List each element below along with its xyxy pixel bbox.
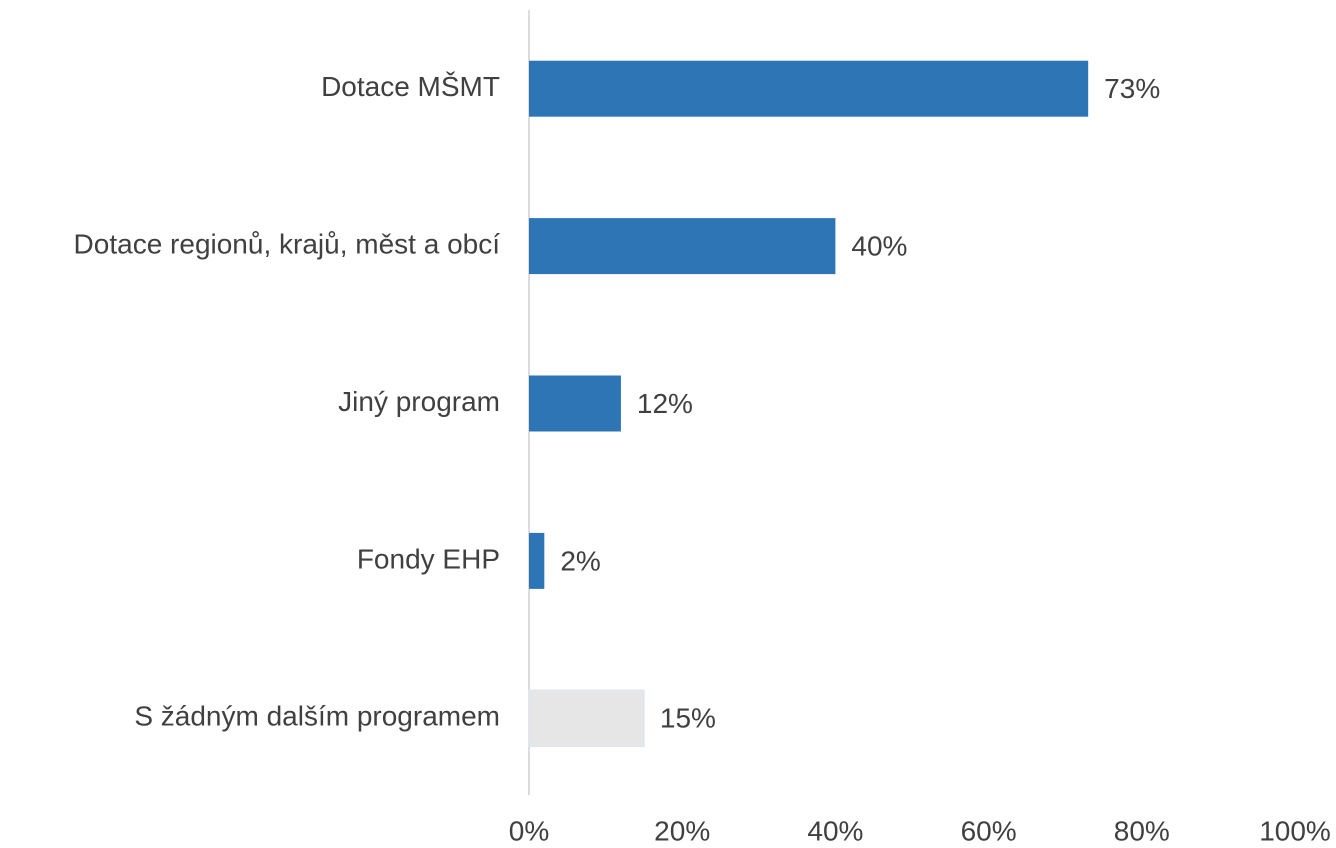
bar (529, 375, 621, 432)
x-tick-label: 80% (1114, 815, 1170, 846)
y-tick-label: Dotace regionů, krajů, měst a obcí (74, 228, 501, 259)
data-label: 2% (560, 545, 600, 576)
y-tick-label: Jiný program (338, 386, 500, 417)
y-tick-label: S žádným dalším programem (134, 701, 500, 732)
data-label: 73% (1104, 73, 1160, 104)
x-tick-label: 20% (654, 815, 710, 846)
bar (528, 689, 645, 748)
data-label: 15% (660, 703, 716, 734)
x-tick-label: 0% (509, 815, 549, 846)
bar (529, 218, 836, 275)
x-tick-label: 100% (1259, 815, 1331, 846)
bar (529, 60, 1089, 117)
x-tick-label: 60% (961, 815, 1017, 846)
data-label: 40% (851, 230, 907, 261)
data-label: 12% (637, 388, 693, 419)
y-tick-label: Fondy EHP (357, 543, 500, 574)
bar (529, 532, 545, 589)
x-tick-label: 40% (807, 815, 863, 846)
y-tick-label: Dotace MŠMT (321, 71, 500, 102)
